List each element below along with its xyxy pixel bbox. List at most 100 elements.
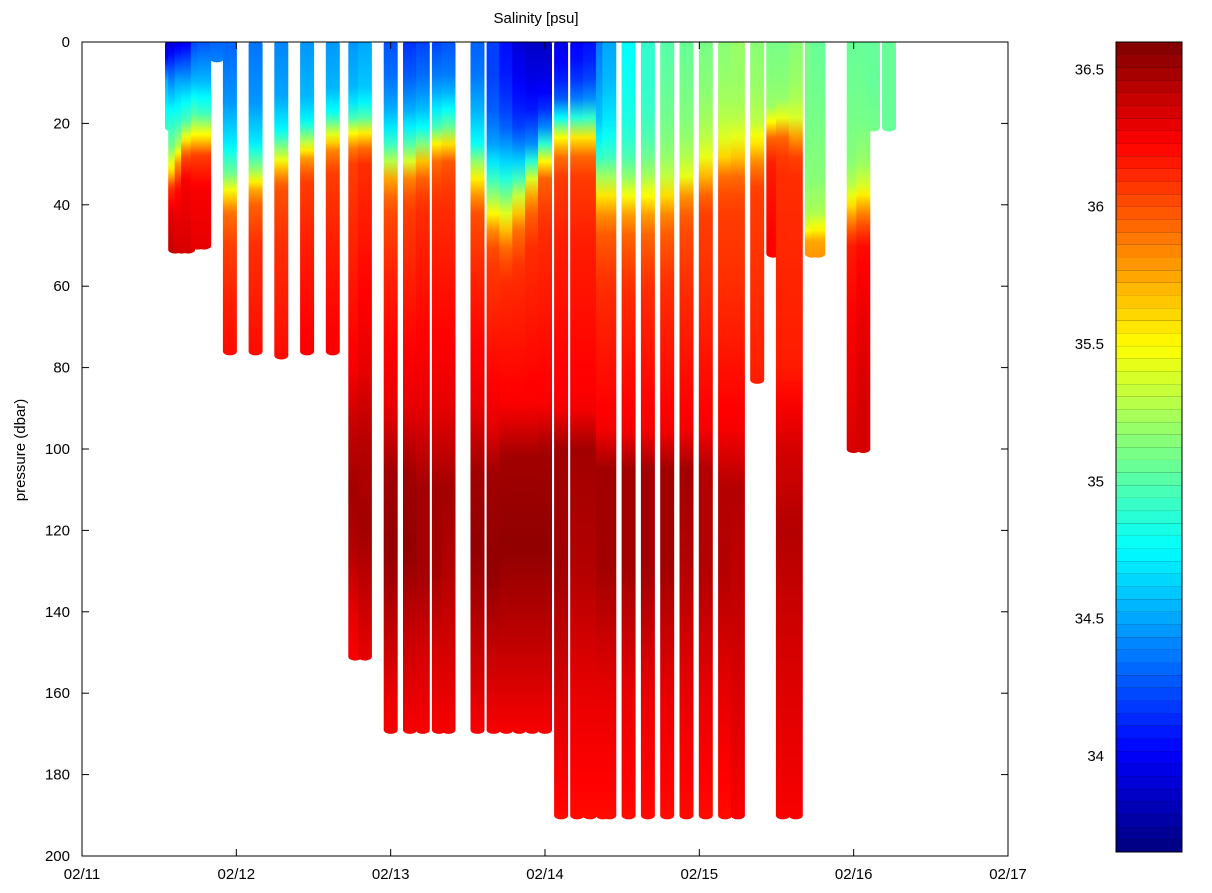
y-tick-label: 140 bbox=[45, 604, 70, 621]
cast-profile bbox=[788, 42, 803, 820]
colorbar-frame bbox=[1115, 41, 1183, 853]
colorbar-band bbox=[1116, 700, 1182, 714]
colorbar-band bbox=[1116, 839, 1182, 853]
colorbar-band bbox=[1116, 750, 1182, 764]
colorbar-band bbox=[1116, 383, 1182, 397]
colorbar-band bbox=[1116, 725, 1182, 739]
colorbar-tick-label: 34.5 bbox=[1075, 611, 1104, 628]
colorbar-band bbox=[1116, 130, 1182, 144]
colorbar-band bbox=[1116, 611, 1182, 625]
colorbar-band bbox=[1116, 282, 1182, 296]
colorbar-tick-label: 36.5 bbox=[1075, 61, 1104, 78]
cast-profile bbox=[403, 42, 417, 734]
cast-profile bbox=[679, 42, 694, 820]
colorbar-band bbox=[1116, 687, 1182, 701]
y-tick-label: 20 bbox=[53, 115, 70, 132]
x-tick-label: 02/17 bbox=[989, 866, 1027, 883]
colorbar-band bbox=[1116, 320, 1182, 334]
colorbar-tick-label: 35 bbox=[1087, 473, 1104, 490]
colorbar-band bbox=[1116, 484, 1182, 498]
colorbar-band bbox=[1116, 231, 1182, 245]
cast-profile bbox=[730, 42, 745, 820]
y-tick-label: 200 bbox=[45, 848, 70, 865]
colorbar-band bbox=[1116, 257, 1182, 271]
y-axis: 0 20 40 60 80 100 120 140 160 180 200 bbox=[45, 34, 1008, 865]
colorbar-band bbox=[1116, 295, 1182, 309]
colorbar-band bbox=[1116, 117, 1182, 131]
colorbar-band bbox=[1116, 522, 1182, 536]
cast-profile bbox=[222, 42, 237, 356]
x-tick-label: 02/16 bbox=[835, 866, 873, 883]
colorbar-band bbox=[1116, 776, 1182, 790]
colorbar-band bbox=[1116, 535, 1182, 549]
colorbar-band bbox=[1116, 92, 1182, 106]
colorbar-band bbox=[1116, 168, 1182, 182]
y-tick-label: 40 bbox=[53, 197, 70, 214]
colorbar-band bbox=[1116, 826, 1182, 840]
cast-profile bbox=[583, 42, 597, 820]
cast-profile bbox=[570, 42, 585, 820]
cast-profile bbox=[856, 42, 871, 454]
colorbar-band bbox=[1116, 143, 1182, 157]
cast-profile bbox=[383, 42, 398, 734]
cast-profile bbox=[750, 42, 765, 384]
cast-profile bbox=[197, 42, 212, 250]
y-tick-label: 80 bbox=[53, 360, 70, 377]
colorbar-band bbox=[1116, 598, 1182, 612]
cast-profile bbox=[274, 42, 289, 360]
colorbar-band bbox=[1116, 67, 1182, 81]
colorbar-tick-label: 36 bbox=[1087, 199, 1104, 216]
colorbar-band bbox=[1116, 447, 1182, 460]
plot-area bbox=[165, 42, 896, 820]
cast-profile bbox=[882, 42, 896, 132]
cast-profile bbox=[525, 42, 540, 734]
colorbar-band bbox=[1116, 219, 1182, 233]
colorbar-band bbox=[1116, 662, 1182, 676]
cast-profile bbox=[210, 42, 224, 63]
colorbar-band bbox=[1116, 358, 1182, 372]
colorbar-band bbox=[1116, 548, 1182, 562]
cast-profile bbox=[357, 42, 372, 661]
colorbar-band bbox=[1116, 472, 1182, 486]
colorbar-band bbox=[1116, 79, 1182, 93]
y-tick-label: 100 bbox=[45, 441, 70, 458]
cast-profile bbox=[486, 42, 501, 734]
colorbar-band bbox=[1116, 155, 1182, 169]
cast-profile bbox=[470, 42, 485, 734]
x-tick-label: 02/12 bbox=[218, 866, 256, 883]
colorbar-band bbox=[1116, 105, 1182, 119]
colorbar-band bbox=[1116, 510, 1182, 524]
x-axis: 02/11 02/12 02/13 02/14 02/15 02/16 02/17 bbox=[64, 42, 1027, 883]
cast-profile bbox=[300, 42, 315, 356]
colorbar-band bbox=[1116, 560, 1182, 574]
colorbar-band bbox=[1116, 459, 1182, 473]
colorbar-band bbox=[1116, 763, 1182, 777]
colorbar-band bbox=[1116, 345, 1182, 359]
y-tick-label: 0 bbox=[62, 34, 70, 51]
plot-frame bbox=[81, 41, 1009, 857]
chart-title: Salinity [psu] bbox=[493, 10, 578, 27]
colorbar-tick-label: 34 bbox=[1087, 748, 1104, 765]
colorbar-band bbox=[1116, 421, 1182, 435]
colorbar-band bbox=[1116, 573, 1182, 587]
cast-profile bbox=[811, 42, 826, 258]
cast-profile bbox=[660, 42, 675, 820]
cast-profile bbox=[538, 42, 552, 734]
colorbar-band bbox=[1116, 244, 1182, 258]
x-tick-label: 02/15 bbox=[681, 866, 719, 883]
y-tick-label: 120 bbox=[45, 522, 70, 539]
colorbar-band bbox=[1116, 674, 1182, 688]
x-tick-label: 02/14 bbox=[526, 866, 564, 883]
colorbar-band bbox=[1116, 307, 1182, 321]
cast-profile bbox=[602, 42, 617, 820]
colorbar-band bbox=[1116, 54, 1182, 68]
colorbar-band bbox=[1116, 42, 1182, 55]
x-tick-label: 02/11 bbox=[64, 866, 100, 883]
cast-profile bbox=[866, 42, 880, 132]
colorbar-band bbox=[1116, 738, 1182, 752]
cast-profile bbox=[415, 42, 430, 734]
cast-profile bbox=[698, 42, 713, 820]
colorbar-band bbox=[1116, 396, 1182, 410]
colorbar-band bbox=[1116, 801, 1182, 815]
cast-profile bbox=[512, 42, 527, 734]
